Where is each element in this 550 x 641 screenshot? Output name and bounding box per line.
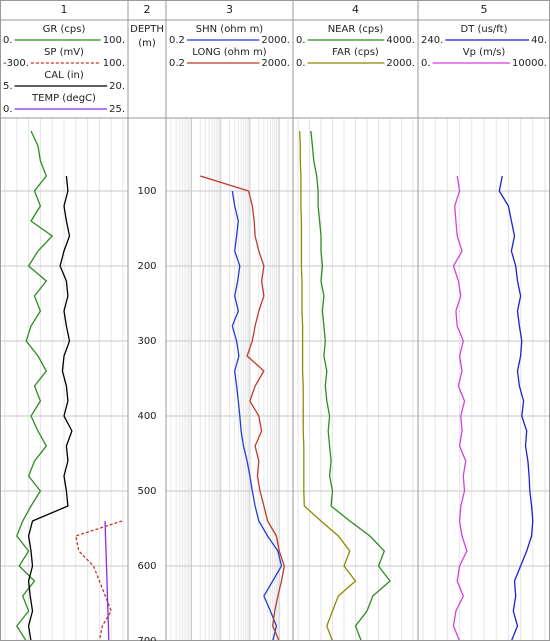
depth-tick-label: 100 (137, 186, 156, 197)
depth-tick-label: 300 (137, 336, 156, 347)
depth-tick-label: 200 (137, 261, 156, 272)
scale-min: -300. (3, 58, 29, 69)
depth-label: DEPTH (130, 24, 164, 35)
log-curve (104, 520, 110, 641)
scale-max: 2000. (261, 35, 290, 46)
curve-name: FAR (cps) (332, 47, 379, 58)
log-curve (200, 175, 285, 641)
curve-name: NEAR (cps) (328, 24, 384, 35)
log-curve (75, 520, 123, 641)
track-number: 2 (144, 3, 151, 16)
scale-max: 25. (109, 104, 125, 115)
scale-min: 240. (421, 35, 443, 46)
log-curve (498, 175, 534, 641)
scale-min: 0.2 (169, 58, 185, 69)
scale-min: 0. (296, 35, 306, 46)
curve-name: CAL (in) (44, 70, 84, 81)
grid (0, 118, 550, 641)
scale-min: 0.2 (169, 35, 185, 46)
scale-min: 0. (3, 104, 13, 115)
scale-max: 10000. (512, 58, 547, 69)
log-curve (231, 190, 283, 641)
scale-min: 0. (296, 58, 306, 69)
curves (16, 130, 534, 641)
depth-unit: (m) (138, 38, 156, 49)
log-curve (16, 130, 54, 641)
curve-name: DT (us/ft) (461, 24, 508, 35)
scale-min: 0. (3, 35, 13, 46)
scale-max: 40. (531, 35, 547, 46)
scale-max: 2000. (261, 58, 290, 69)
curve-name: SP (mV) (44, 47, 84, 58)
scale-max: 4000. (386, 35, 415, 46)
log-curve (452, 175, 468, 641)
depth-tick-label: 500 (137, 486, 156, 497)
log-curve (27, 175, 73, 641)
curve-name: SHN (ohm m) (196, 24, 264, 35)
scale-min: 5. (3, 81, 13, 92)
track-number: 5 (481, 3, 488, 16)
depth-tick-label: 600 (137, 561, 156, 572)
scale-min: 0. (421, 58, 431, 69)
depth-tick-label: 400 (137, 411, 156, 422)
depth-tick-label: 700 (137, 636, 156, 641)
log-curve (310, 130, 391, 641)
curve-name: Vp (m/s) (463, 47, 506, 58)
log-curve (299, 130, 357, 641)
curve-name: GR (cps) (43, 24, 86, 35)
track-number: 4 (352, 3, 359, 16)
scale-max: 20. (109, 81, 125, 92)
track-number: 1 (61, 3, 68, 16)
scale-max: 100. (103, 35, 125, 46)
curve-name: TEMP (degC) (31, 93, 96, 104)
curve-name: LONG (ohm m) (192, 47, 267, 58)
track-number: 3 (226, 3, 233, 16)
scale-max: 2000. (386, 58, 415, 69)
scale-max: 100. (103, 58, 125, 69)
